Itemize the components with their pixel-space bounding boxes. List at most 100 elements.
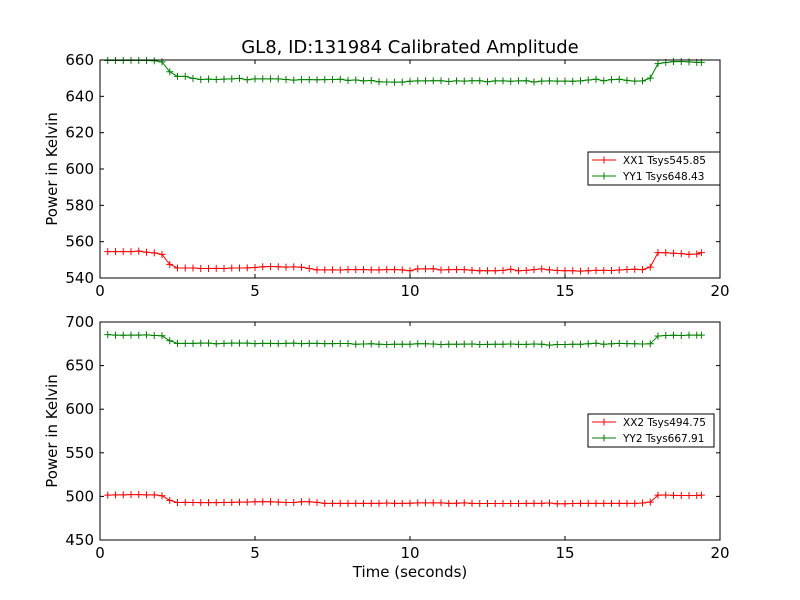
top-data-point	[212, 75, 220, 83]
bottom-data-point	[453, 499, 460, 507]
top-data-point	[205, 75, 212, 83]
top-data-point	[662, 249, 670, 257]
top-data-point	[631, 77, 639, 85]
top-data-point	[468, 266, 476, 274]
bottom-legend-item: YY2 Tsys667.91	[592, 433, 704, 445]
bottom-data-point	[538, 340, 546, 348]
top-data-point	[406, 77, 414, 85]
bottom-data-point	[608, 499, 615, 507]
top-data-point	[119, 248, 127, 256]
bottom-data-point	[360, 340, 367, 348]
top-data-point	[553, 77, 561, 85]
top-data-point	[329, 75, 336, 83]
bottom-data-point	[468, 499, 476, 507]
bottom-data-point	[212, 499, 220, 507]
top-data-point	[499, 77, 507, 85]
bottom-series-1	[104, 491, 705, 508]
top-data-point	[398, 266, 406, 274]
bottom-data-point	[677, 492, 685, 500]
top-y-tick-label: 620	[65, 124, 94, 142]
bottom-data-point	[104, 491, 112, 499]
bottom-series-2	[104, 331, 705, 349]
bottom-data-point	[251, 340, 259, 348]
top-data-point	[530, 78, 538, 86]
top-data-point	[515, 267, 522, 275]
top-data-point	[677, 57, 685, 65]
top-x-tick-label: 0	[95, 282, 105, 300]
bottom-data-point	[561, 341, 569, 348]
bottom-data-point	[375, 499, 383, 507]
top-data-point	[189, 74, 197, 82]
bottom-plot-content	[104, 331, 705, 508]
bottom-data-point	[205, 339, 212, 347]
top-data-point	[391, 266, 398, 274]
bottom-data-point	[491, 340, 499, 348]
bottom-data-point	[460, 499, 468, 507]
top-data-point	[429, 265, 437, 273]
top-data-point	[499, 266, 507, 274]
top-data-point	[437, 77, 445, 85]
top-data-point	[259, 263, 267, 271]
bottom-legend-marker	[600, 434, 608, 442]
bottom-data-point	[670, 491, 677, 499]
bottom-data-point	[352, 499, 360, 507]
top-axis-ticks: 0 5 10 15 20 540 560 580 600 620 640 660	[65, 51, 729, 300]
top-y-tick-label: 540	[65, 269, 94, 287]
bottom-data-point	[584, 340, 592, 348]
bottom-x-tick-label: 10	[400, 544, 419, 562]
bottom-x-tick-label: 15	[555, 544, 574, 562]
bottom-data-point	[468, 340, 476, 348]
bottom-axis-ticks: 0 5 10 15 20 450 500 550 600 650 700	[65, 313, 729, 562]
top-data-point	[290, 76, 298, 84]
bottom-subplot: Time (seconds) Power in Kelvin 0 5 10 15 20 4…	[43, 313, 730, 581]
bottom-data-point	[429, 340, 437, 348]
top-series-1	[104, 247, 705, 275]
bottom-data-point	[584, 499, 592, 507]
bottom-data-point	[553, 341, 561, 348]
top-legend-item: YY1 Tsys648.43	[592, 171, 704, 183]
bottom-data-point	[422, 499, 429, 507]
top-data-point	[212, 264, 220, 272]
bottom-data-point	[600, 340, 608, 348]
top-data-point	[251, 263, 259, 271]
bottom-data-point	[577, 340, 584, 348]
top-data-point	[336, 266, 344, 274]
top-data-point	[298, 76, 305, 84]
bottom-data-point	[654, 491, 662, 499]
top-data-point	[476, 267, 484, 275]
bottom-data-point	[267, 339, 274, 347]
top-data-point	[274, 75, 282, 83]
bottom-data-point	[670, 331, 677, 339]
top-data-point	[670, 58, 677, 66]
bottom-data-point	[267, 498, 274, 506]
top-data-point	[569, 267, 577, 275]
top-x-tick-label: 10	[400, 282, 419, 300]
top-data-point	[646, 74, 654, 82]
bottom-y-tick-label: 700	[65, 313, 94, 331]
bottom-data-point	[546, 341, 553, 349]
bottom-data-point	[135, 331, 143, 339]
top-data-point	[205, 265, 212, 273]
top-data-point	[143, 248, 150, 256]
top-data-point	[670, 249, 677, 257]
top-x-tick-label: 20	[710, 282, 729, 300]
top-data-point	[220, 75, 228, 83]
bottom-data-point	[189, 499, 197, 506]
x-axis-label: Time (seconds)	[352, 563, 468, 581]
top-data-point	[112, 248, 119, 256]
top-data-point	[577, 267, 584, 275]
top-data-point	[367, 266, 375, 274]
top-data-point	[329, 266, 336, 274]
top-data-point	[437, 266, 445, 274]
top-data-point	[460, 77, 468, 85]
bottom-data-point	[530, 340, 538, 348]
bottom-y-tick-label: 450	[65, 531, 94, 549]
top-data-point	[367, 77, 375, 85]
bottom-data-point	[336, 340, 344, 348]
bottom-data-point	[639, 340, 646, 348]
bottom-data-point	[189, 339, 197, 347]
bottom-data-point	[158, 492, 166, 500]
top-legend-label: YY1 Tsys648.43	[622, 171, 704, 183]
bottom-legend-box	[587, 413, 715, 448]
top-data-point	[553, 267, 561, 275]
